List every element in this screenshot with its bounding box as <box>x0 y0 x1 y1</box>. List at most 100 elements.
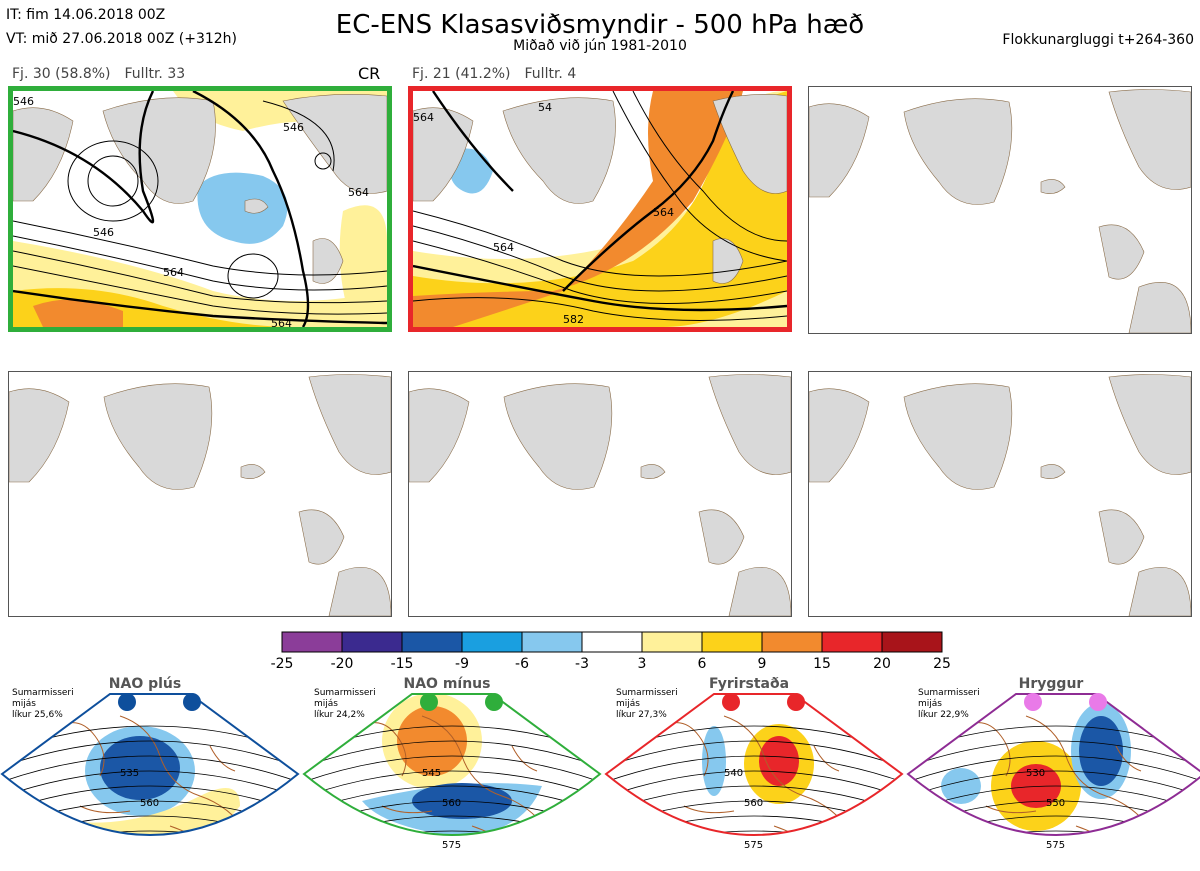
contour-line <box>606 755 902 787</box>
contour-line <box>304 770 600 802</box>
regime-title: Fyrirstaða <box>708 676 790 692</box>
regime-contour-label: 575 <box>442 840 461 851</box>
contour-label: 564 <box>163 266 184 279</box>
panel-1-tag: CR <box>358 64 381 83</box>
regime-note: Sumarmisseri mijás líkur 25,6% <box>12 688 74 721</box>
contour-line <box>304 740 600 772</box>
colorbar-label: 6 <box>697 656 707 672</box>
regime-note-line: líkur 22,9% <box>918 710 969 720</box>
contour-label: 564 <box>653 206 674 219</box>
colorbar-cell <box>761 631 823 653</box>
colorbar-cell <box>341 631 403 653</box>
contour-line <box>2 830 298 835</box>
anomaly-area <box>1011 764 1061 808</box>
colorbar-cell <box>821 631 883 653</box>
contour-label: 546 <box>93 226 114 239</box>
contour-label: 564 <box>271 317 292 327</box>
colorbar-label: -6 <box>515 656 529 672</box>
regime-note: Sumarmisseri mijás líkur 22,9% <box>918 688 980 721</box>
contour-label: 582 <box>563 313 584 326</box>
colorbar-cell <box>281 631 343 653</box>
contour-line <box>606 740 902 772</box>
regime-note: Sumarmisseri mijás líkur 24,2% <box>314 688 376 721</box>
colorbar-label: -3 <box>575 656 589 672</box>
regime-outline <box>604 693 904 836</box>
colorbar-label: -20 <box>330 656 354 672</box>
regime-contour-label: 535 <box>120 768 139 779</box>
contour-label: 564 <box>348 186 369 199</box>
valid-time: VT: mið 27.06.2018 00Z (+312h) <box>6 31 238 47</box>
colorbar <box>280 631 944 657</box>
regime-dot <box>722 693 740 711</box>
colorbar-label: 9 <box>757 656 767 672</box>
regime-contour-label: 560 <box>744 798 763 809</box>
panel-1-label: Fj. 30 (58.8%) Fulltr. 33 <box>12 66 199 82</box>
regime-title: NAO plús <box>108 676 182 692</box>
regime-title: NAO mínus <box>403 676 491 692</box>
colorbar-label: -9 <box>455 656 469 672</box>
regime-note-line: Sumarmisseri <box>314 688 376 698</box>
cluster-map-2-svg: 564 564 564 582 54 <box>413 91 787 327</box>
regime-dot <box>118 693 136 711</box>
contour-label: 546 <box>13 95 34 108</box>
regime-map: 530 550 575 <box>906 693 1200 862</box>
colorbar-cell <box>581 631 643 653</box>
regime-dot <box>485 693 503 711</box>
regime-contour-label: 545 <box>422 768 441 779</box>
anomaly-area <box>40 788 240 835</box>
regime-contour-label: 575 <box>1046 840 1065 851</box>
regime-note-line: mijás <box>314 699 338 709</box>
regime-map: 545 560 575 <box>302 693 602 851</box>
cluster-map-1-svg: 546 546 564 546 564 564 <box>13 91 387 327</box>
contour-line <box>908 755 1200 787</box>
colorbar-cell <box>521 631 583 653</box>
colorbar-cell <box>881 631 943 653</box>
contour-line <box>606 830 902 835</box>
panel-2-fulltr: Fulltr. 4 <box>524 66 577 82</box>
contour-line <box>2 770 298 802</box>
regime-note-line: líkur 25,6% <box>12 710 63 720</box>
regime-dot <box>420 693 438 711</box>
contour-line <box>606 770 902 802</box>
contour-label: 546 <box>283 121 304 134</box>
colorbar-label: 15 <box>813 656 831 672</box>
anomaly-area <box>941 768 981 804</box>
colorbar-label: 25 <box>933 656 951 672</box>
contour-line <box>0 846 300 871</box>
contour-line <box>908 830 1200 835</box>
regime-note-line: líkur 24,2% <box>314 710 365 720</box>
regime-map: 535 560 <box>0 693 300 871</box>
panel-1-fulltr: Fulltr. 33 <box>124 66 186 82</box>
colorbar-label: 3 <box>637 656 647 672</box>
regime-note-line: Sumarmisseri <box>616 688 678 698</box>
regime-contour-label: 560 <box>140 798 159 809</box>
regime-note-line: mijás <box>12 699 36 709</box>
colorbar-label: 20 <box>873 656 891 672</box>
cluster-map-3 <box>808 86 1192 334</box>
cluster-map-6 <box>808 371 1192 617</box>
anomaly-area <box>1013 850 1049 862</box>
regime-outline <box>302 693 602 836</box>
anomaly-area <box>702 726 726 796</box>
contour-line <box>304 830 600 835</box>
cluster-map-4 <box>8 371 392 617</box>
colorbar-label: -15 <box>390 656 414 672</box>
cluster-map-1: 546 546 564 546 564 564 <box>8 86 392 332</box>
anomaly-area <box>759 736 799 786</box>
basemap-4 <box>9 374 391 616</box>
regime-note: Sumarmisseri mijás líkur 27,3% <box>616 688 678 721</box>
basemap-5 <box>409 374 791 616</box>
contour-label: 564 <box>413 111 434 124</box>
colorbar-cell <box>641 631 703 653</box>
panel-2-fj: Fj. 21 (41.2%) <box>412 66 511 82</box>
contour-line <box>908 740 1200 772</box>
cluster-map-2: 564 564 564 582 54 <box>408 86 792 332</box>
regime-contour-label: 575 <box>744 840 763 851</box>
regime-outline <box>906 693 1200 836</box>
regime-note-line: mijás <box>616 699 640 709</box>
page-title: EC-ENS Klasasviðsmyndir - 500 hPa hæð <box>335 10 865 40</box>
regime-contour-label: 540 <box>724 768 743 779</box>
cluster-map-5 <box>408 371 792 617</box>
regime-note-line: Sumarmisseri <box>918 688 980 698</box>
regime-note-line: mijás <box>918 699 942 709</box>
